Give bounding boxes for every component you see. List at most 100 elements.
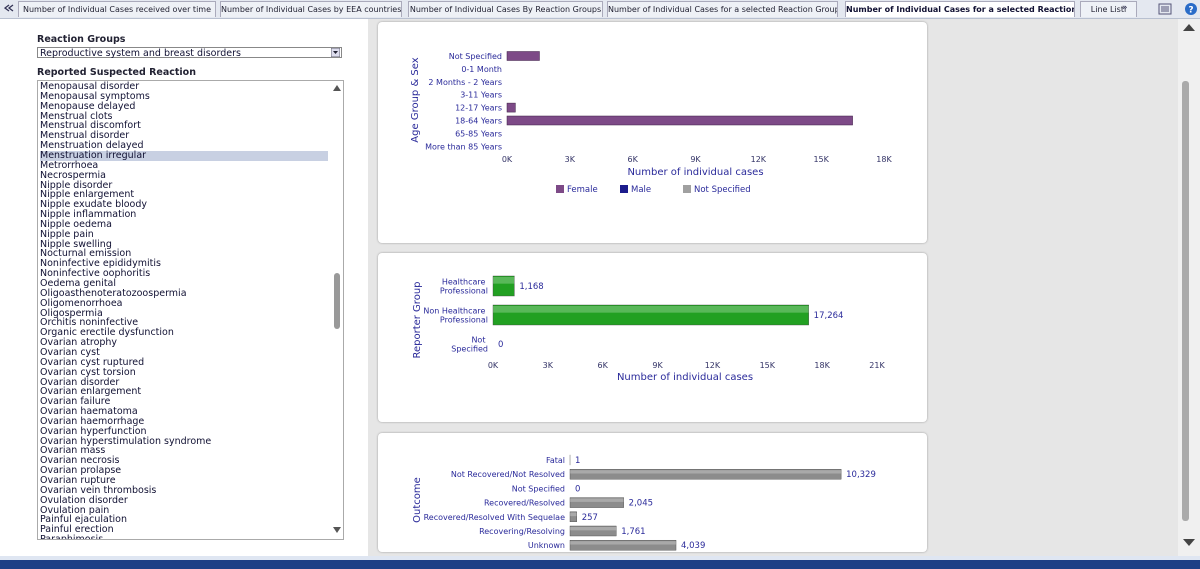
value-label: 1 [575,456,580,466]
x-tick-label: 15K [813,155,829,164]
category-label: Recovered/Resolved [484,499,565,508]
reaction-item[interactable]: Menopausal symptoms [40,90,150,102]
reaction-item[interactable]: Nipple pain [40,228,94,240]
reaction-item[interactable]: Menstruation irregular [40,150,328,161]
reaction-item[interactable]: Menstrual clots [40,110,113,122]
reaction-item[interactable]: Ovarian hyperstimulation syndrome [40,435,212,447]
page-scrollbar[interactable] [1178,19,1200,556]
reaction-group-dropdown[interactable]: Reproductive system and breast disorders [37,47,342,59]
reaction-item[interactable]: Ovarian haematoma [40,406,138,418]
category-label: Recovering/Resolving [479,527,565,536]
bar [569,525,617,537]
reaction-item[interactable]: Ovarian disorder [40,376,120,388]
reaction-item[interactable]: Ovarian atrophy [40,337,118,349]
list-scrollbar[interactable] [331,81,343,539]
tab-bar: ? Number of Individual Cases received ov… [0,0,1200,19]
reaction-item[interactable]: Organic erectile dysfunction [40,327,174,339]
reaction-item[interactable]: Ovarian hyperfunction [40,425,147,437]
reaction-item[interactable]: Nipple oedema [40,218,112,230]
reaction-item[interactable]: Orchitis noninfective [40,317,139,329]
category-label: 3-11 Years [460,91,502,100]
reaction-item[interactable]: Noninfective oophoritis [40,268,151,280]
x-tick-label: 0K [488,361,499,370]
tab[interactable]: Number of Individual Cases for a selecte… [607,1,838,17]
reaction-item[interactable]: Ovarian rupture [40,475,116,486]
bar [569,469,842,480]
chart: Age Group & Sex Number of individual case… [410,51,892,195]
reaction-list: Menopausal disorder Menopausal symptoms Me… [37,80,344,540]
settings-icon[interactable] [1158,3,1172,15]
reaction-item[interactable]: Menstrual disorder [40,130,130,142]
reaction-item[interactable]: Nipple exudate bloody [40,199,148,211]
reaction-item[interactable]: Ovulation disorder [40,494,128,506]
category-label: More than 85 Years [425,142,502,151]
bar [506,115,853,126]
reaction-item[interactable]: Nipple disorder [40,179,113,191]
reaction-item[interactable]: Ovarian prolapse [40,465,122,477]
reaction-item[interactable]: Ovarian haemorrhage [40,415,145,427]
reaction-item[interactable]: Oedema genital [40,278,117,289]
bar-shine [570,512,577,517]
chart: Outcome Fatal 1 Not Recovered/Not Resolved 1… [412,454,876,551]
category-label: Unknown [528,541,565,550]
reaction-item[interactable]: Nipple enlargement [40,189,135,201]
reaction-item[interactable]: Nocturnal emission [40,248,132,260]
x-tick-label: 6K [598,361,609,370]
reaction-item[interactable]: Menopause delayed [40,100,136,112]
tab-scroll-right[interactable]: » [1122,3,1128,13]
reaction-item[interactable]: Painful ejaculation [40,514,128,526]
value-label: 0 [575,484,580,494]
reaction-item[interactable]: Painful erection [40,524,114,536]
reaction-item[interactable]: Ovarian necrosis [40,455,120,467]
tab[interactable]: Line Listi [1080,1,1137,17]
dropdown-arrow[interactable] [331,48,340,57]
value-label: 1,761 [621,527,645,537]
reaction-item[interactable]: Oligospermia [40,307,103,319]
reaction-item[interactable]: Necrospermia [40,169,106,181]
tab[interactable]: Number of Individual Cases received over… [18,1,216,17]
help-icon[interactable]: ? [1184,2,1198,16]
reaction-item[interactable]: Noninfective epididymitis [40,258,161,270]
reaction-item[interactable]: Ovarian cyst ruptured [40,356,145,368]
reaction-item[interactable]: Ovarian enlargement [40,386,142,398]
tab[interactable]: Number of Individual Cases By Reaction G… [408,1,603,17]
footer-line [0,556,1200,560]
reaction-item[interactable]: Nipple swelling [40,238,112,250]
reaction-item[interactable]: Menopausal disorder [40,81,140,92]
x-axis-label: Number of individual cases [627,167,763,178]
reaction-item[interactable]: Ovarian failure [40,396,111,408]
reaction-item[interactable]: Ovarian cyst [40,346,100,358]
reaction-item[interactable]: Nipple inflammation [40,209,137,221]
svg-text:?: ? [1188,6,1193,16]
tab-scroll-left[interactable] [4,3,14,13]
x-axis-label: Number of individual cases [617,372,753,383]
x-tick-label: 6K [627,155,638,164]
reaction-item[interactable]: Oligomenorrhoea [40,297,123,309]
y-axis-label: Reporter Group [412,281,423,358]
reaction-item[interactable]: Ovarian vein thrombosis [40,484,157,496]
value-label: 4,039 [681,541,705,551]
reaction-item[interactable]: Metrorrhoea [40,159,99,171]
x-tick-label: 12K [705,361,721,370]
tab[interactable]: Number of Individual Cases by EEA countr… [220,1,402,17]
reaction-item[interactable]: Paraphimosis [40,534,104,540]
reaction-item[interactable]: Ovulation pain [40,504,110,516]
reaction-item[interactable]: Ovarian mass [40,445,106,457]
reaction-label: Reported Suspected Reaction [37,67,196,78]
bar [569,497,624,508]
bar-shine [570,527,617,531]
legend-label: Female [567,185,598,195]
bar [492,304,809,326]
chart-panel: Outcome Fatal 1 Not Recovered/Not Resolved 1… [378,433,927,552]
dropdown-value: Reproductive system and breast disorders [40,48,241,59]
reaction-item[interactable]: Menstrual discomfort [40,120,141,132]
tab[interactable]: Number of Individual Cases for a selecte… [845,1,1075,17]
legend-swatch [620,185,628,193]
reaction-item[interactable]: Ovarian cyst torsion [40,366,136,378]
charts-area: Age Group & Sex Number of individual case… [368,19,1178,556]
value-label: 2,045 [629,499,653,509]
reaction-item[interactable]: Menstruation delayed [40,140,144,152]
y-axis-label: Age Group & Sex [410,57,421,142]
reaction-item[interactable]: Oligoasthenoteratozoospermia [40,287,187,299]
